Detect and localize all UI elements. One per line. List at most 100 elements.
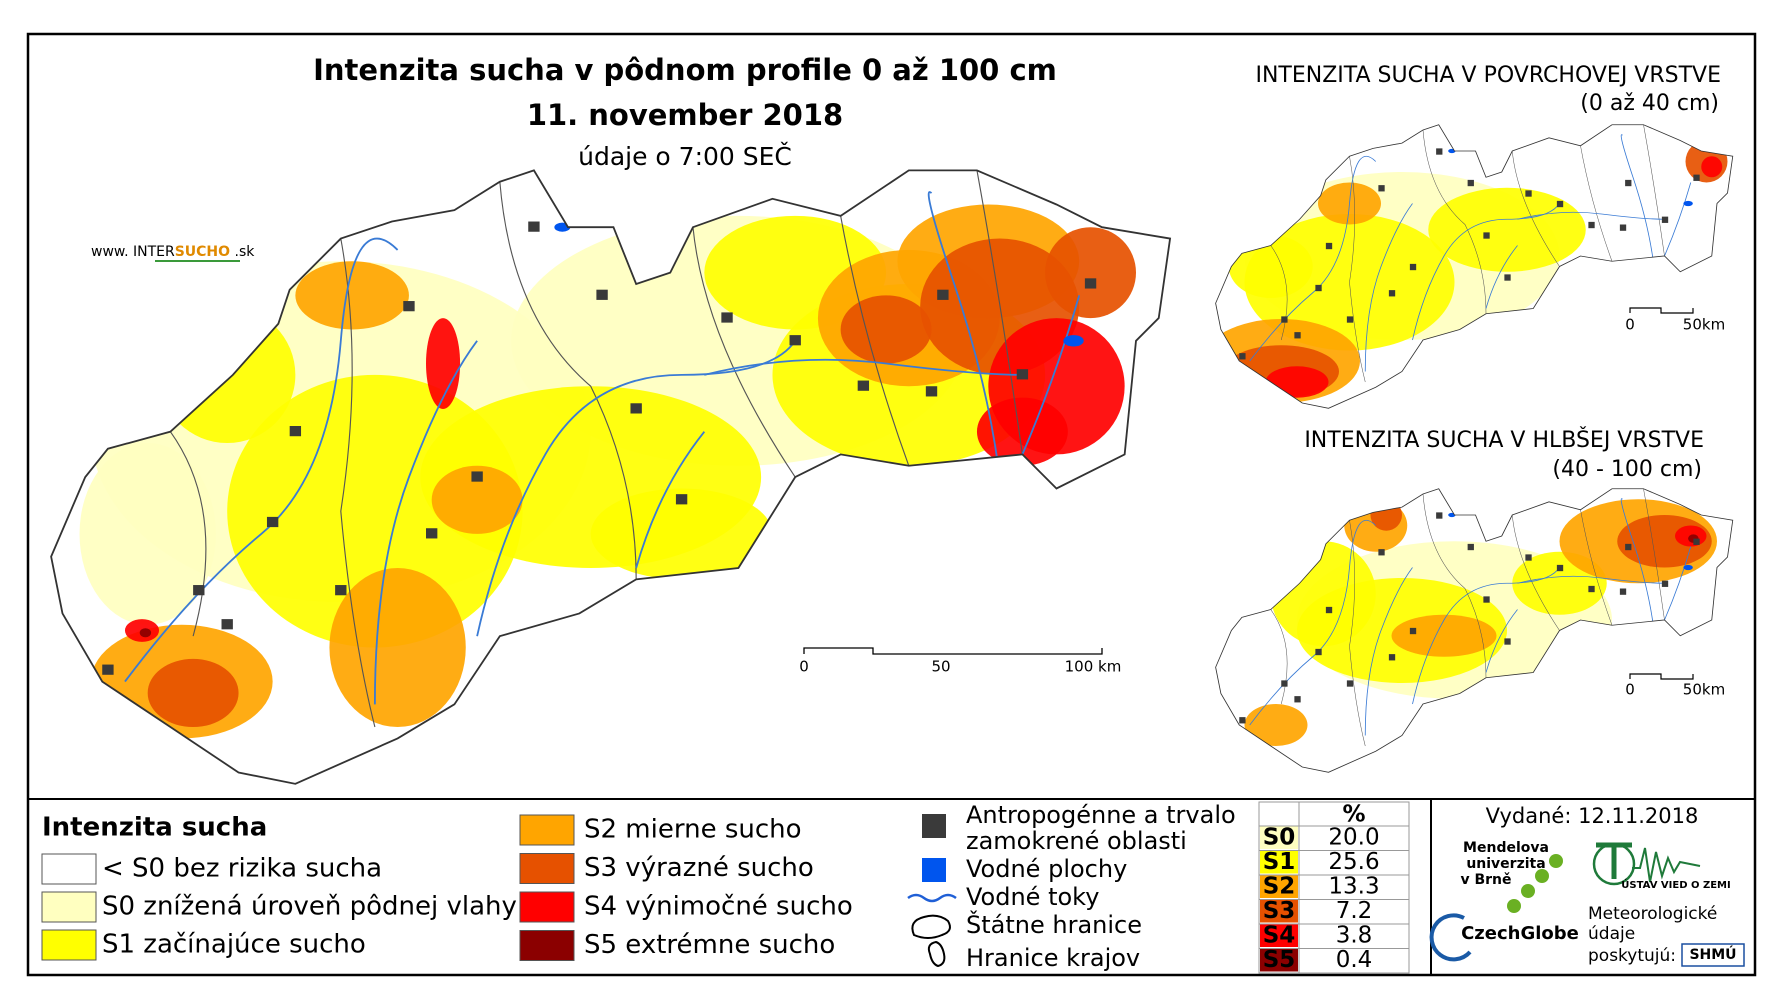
anthropogenic-area bbox=[596, 289, 608, 300]
anthropogenic-area bbox=[102, 664, 114, 675]
percent-value: 25.6 bbox=[1328, 849, 1379, 875]
anthropogenic-area bbox=[1239, 353, 1246, 360]
anthropogenic-area bbox=[289, 426, 302, 437]
anthropogenic-area bbox=[426, 528, 438, 539]
legend-swatch bbox=[519, 891, 575, 923]
anthropogenic-area bbox=[1016, 369, 1029, 380]
river bbox=[1249, 519, 1377, 726]
legend-label: S0 znížená úroveň pôdnej vlahy bbox=[102, 892, 517, 922]
logo-text: v Brně bbox=[1460, 872, 1511, 888]
scale-label: 50km bbox=[1683, 316, 1725, 334]
drought-area bbox=[426, 318, 461, 409]
map-title: Intenzita sucha v pôdnom profile 0 až 10… bbox=[313, 53, 1057, 87]
legend-label: S2 mierne sucho bbox=[584, 815, 802, 845]
anthropogenic-area bbox=[1346, 316, 1354, 323]
region-border bbox=[1511, 514, 1560, 631]
river bbox=[373, 340, 478, 705]
region-border bbox=[1580, 145, 1613, 262]
logo-text: CzechGlobe bbox=[1461, 923, 1579, 944]
anthropogenic-area bbox=[789, 335, 801, 346]
class-label: S0 bbox=[1263, 825, 1296, 851]
river bbox=[704, 358, 1023, 376]
class-label: S4 bbox=[1263, 923, 1296, 949]
legend-swatch bbox=[519, 814, 575, 846]
inset-scale-bar: 0 50km bbox=[1625, 673, 1725, 699]
anthropogenic-area bbox=[1315, 648, 1322, 656]
region-border bbox=[1270, 245, 1288, 341]
anthropogenic-area bbox=[1409, 263, 1417, 271]
river bbox=[1485, 245, 1518, 309]
anthropogenic-area bbox=[1625, 179, 1632, 187]
anthropogenic-area bbox=[1619, 224, 1627, 231]
region-symbol bbox=[927, 940, 946, 968]
legend-swatch bbox=[41, 891, 97, 923]
class-cell bbox=[1260, 899, 1298, 923]
anthropogenic-symbol bbox=[922, 814, 946, 838]
class-cell bbox=[1260, 850, 1298, 874]
anthropogenic-area bbox=[1315, 284, 1322, 292]
anthropogenic-area bbox=[1525, 190, 1532, 197]
drought-area bbox=[431, 465, 523, 534]
anthropogenic-area bbox=[857, 380, 870, 391]
anthropogenic-area bbox=[1556, 564, 1564, 572]
region-border bbox=[1580, 509, 1613, 626]
scale-label: 100 km bbox=[1065, 658, 1122, 676]
drought-layer bbox=[1239, 488, 1717, 747]
river bbox=[635, 431, 706, 569]
inset-subtitle: (0 až 40 cm) bbox=[1580, 91, 1719, 116]
anthropogenic-area bbox=[1693, 174, 1700, 181]
class-label: S1 bbox=[1263, 849, 1296, 875]
anthropogenic-area bbox=[1483, 596, 1490, 603]
legend-label: S5 extrémne sucho bbox=[584, 930, 835, 960]
legend-swatch bbox=[41, 853, 97, 885]
river bbox=[1620, 134, 1655, 267]
percent-value: 3.8 bbox=[1336, 923, 1373, 949]
region-border bbox=[1349, 520, 1366, 747]
region-border bbox=[692, 227, 796, 478]
anthropogenic-area bbox=[1325, 606, 1333, 614]
drought-area bbox=[840, 295, 932, 364]
anthropogenic-area bbox=[1388, 290, 1396, 297]
river bbox=[124, 237, 399, 683]
river bbox=[927, 191, 1001, 478]
ustav-logo: ÚSTAV VIED O ZEMI bbox=[1592, 842, 1731, 891]
drought-area bbox=[1428, 187, 1586, 272]
legend-title: Intenzita sucha bbox=[42, 813, 267, 843]
mendel-logo: Mendelova univerzita v Brně bbox=[1460, 840, 1563, 913]
inset-scale-bar: 0 50km bbox=[1625, 307, 1725, 334]
czechglobe-logo: CzechGlobe bbox=[1429, 913, 1579, 962]
anthropogenic-area bbox=[1619, 588, 1627, 595]
anthropogenic-area bbox=[1294, 696, 1301, 703]
drought-area bbox=[329, 568, 466, 728]
time-note: údaje o 7:00 SEČ bbox=[578, 141, 792, 171]
anthropogenic-area bbox=[1504, 274, 1511, 281]
drought-area bbox=[1045, 227, 1136, 319]
anthropogenic-area bbox=[721, 312, 733, 323]
anthropogenic-area bbox=[1239, 717, 1246, 724]
website: www. INTERSUCHO .sk bbox=[91, 244, 255, 260]
map-date: 11. november 2018 bbox=[527, 98, 843, 132]
water-body bbox=[1063, 335, 1084, 347]
anthropogenic-area bbox=[1388, 654, 1396, 661]
scale-label: 0 bbox=[799, 658, 809, 676]
region-border bbox=[1511, 150, 1560, 267]
anthropogenic-area bbox=[1378, 549, 1385, 556]
river bbox=[1412, 567, 1560, 705]
class-label: S3 bbox=[1263, 898, 1296, 924]
main-scale-bar: 0 50 100 km bbox=[799, 647, 1122, 676]
anthropogenic-area bbox=[1467, 543, 1474, 551]
percent-value: 13.3 bbox=[1328, 874, 1379, 900]
logo-text: údaje bbox=[1588, 924, 1635, 944]
anthropogenic-area bbox=[925, 386, 938, 397]
anthropogenic-area bbox=[1294, 332, 1301, 339]
anthropogenic-area bbox=[193, 585, 205, 596]
layer-label: Antropogénne a trvalo bbox=[966, 801, 1236, 829]
river bbox=[1517, 211, 1665, 220]
anthropogenic-area bbox=[630, 403, 642, 414]
region-border bbox=[840, 215, 910, 466]
percent-value: 20.0 bbox=[1328, 825, 1379, 851]
river bbox=[1364, 567, 1413, 736]
website-suffix: .sk bbox=[230, 244, 255, 260]
region-border bbox=[1643, 124, 1665, 257]
